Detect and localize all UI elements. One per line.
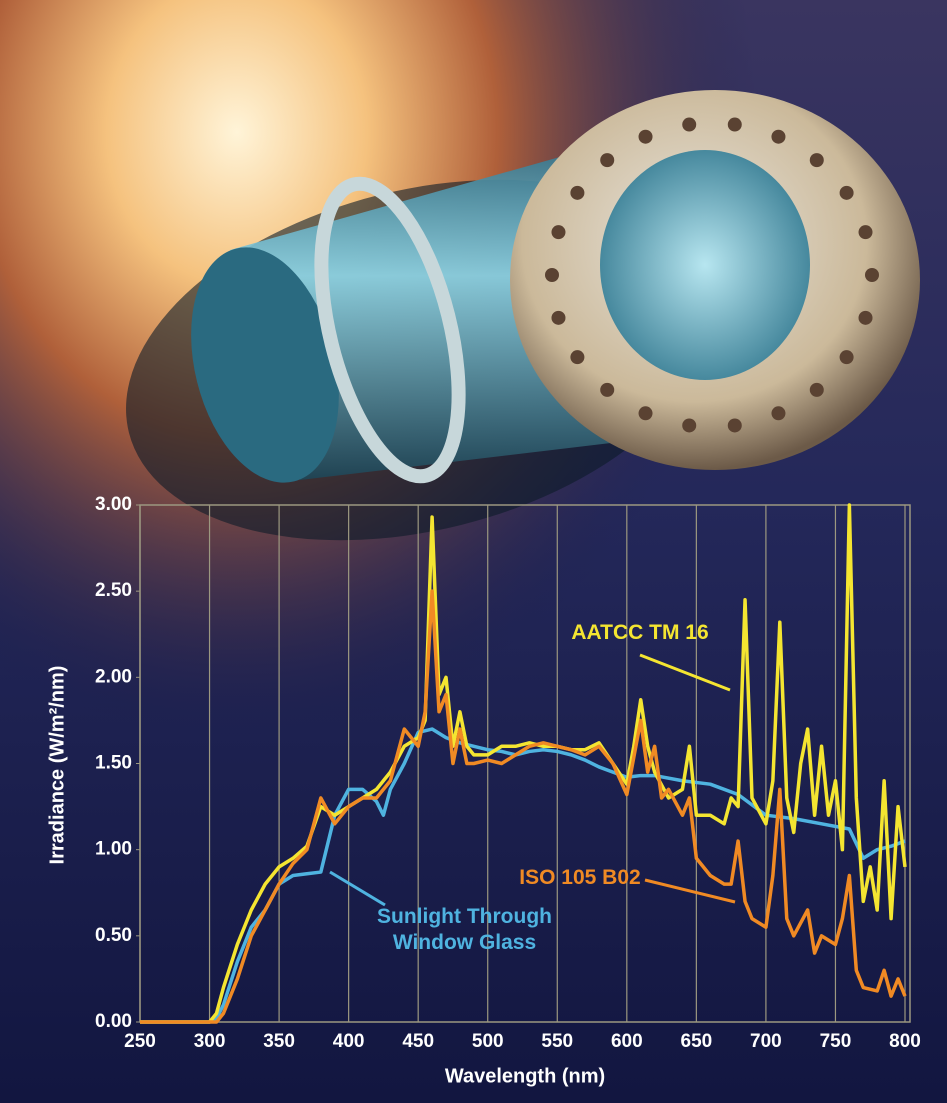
x-tick-label: 250	[124, 1031, 156, 1052]
lamp-hole	[771, 129, 786, 144]
x-tick-label: 750	[820, 1031, 852, 1052]
series-label-box: Sunlight Through Window Glass	[377, 905, 552, 955]
series-label: Sunlight Through Window Glass	[377, 905, 552, 955]
leader-line	[639, 653, 731, 692]
series-label: ISO 105 B02	[519, 866, 641, 889]
y-tick-label: 1.50	[95, 753, 132, 774]
x-tick-label: 350	[263, 1031, 295, 1052]
y-tick-label: 0.50	[95, 925, 132, 946]
lamp-hole	[638, 129, 653, 144]
x-tick-label: 500	[472, 1031, 504, 1052]
lamp-hole	[809, 382, 824, 397]
lamp-hole	[865, 268, 879, 282]
series-label: AATCC TM 16	[571, 621, 709, 644]
lamp-hole	[682, 418, 697, 433]
lamp-hole	[727, 117, 742, 132]
leader-line	[644, 878, 736, 904]
lines	[140, 503, 907, 1024]
lamp-hole	[551, 310, 566, 325]
lamp-hole	[839, 350, 854, 365]
leader-line	[329, 870, 386, 907]
x-tick-label: 800	[889, 1031, 921, 1052]
y-tick-label: 0.00	[95, 1011, 132, 1032]
lamp-hole	[638, 406, 653, 421]
lamp-hole	[570, 185, 585, 200]
x-tick-label: 600	[611, 1031, 643, 1052]
lamp-hole	[600, 153, 615, 168]
grid	[136, 504, 906, 1023]
lamp-hole	[858, 310, 873, 325]
lamp-hole	[570, 350, 585, 365]
lamp-hole	[551, 225, 566, 240]
lamp-hole	[771, 406, 786, 421]
series-line	[140, 727, 906, 1024]
y-tick-label: 2.50	[95, 580, 132, 601]
x-tick-label: 700	[750, 1031, 782, 1052]
lamp-hole	[858, 225, 873, 240]
lamp-hole	[809, 153, 824, 168]
series-label-box: AATCC TM 16	[571, 621, 709, 644]
series-line	[140, 589, 907, 1024]
y-tick-label: 2.00	[95, 666, 132, 687]
x-tick-label: 650	[681, 1031, 713, 1052]
lamp-hole	[682, 117, 697, 132]
lamp-hole	[727, 418, 742, 433]
lamp-hole	[545, 268, 559, 282]
lamp-photo	[126, 90, 920, 541]
y-tick-label: 3.00	[95, 494, 132, 515]
lamp-holes	[545, 117, 879, 433]
x-axis-label: Wavelength (nm)	[445, 1065, 605, 1087]
y-axis-label: Irradiance (W/m²/nm)	[46, 666, 68, 865]
lamp-hole	[600, 382, 615, 397]
y-tick-label: 1.00	[95, 839, 132, 860]
x-tick-label: 300	[194, 1031, 226, 1052]
x-tick-label: 450	[402, 1031, 434, 1052]
x-tick-label: 400	[333, 1031, 365, 1052]
lamp-hole	[839, 185, 854, 200]
series-label-box: ISO 105 B02	[519, 866, 641, 889]
x-tick-label: 550	[541, 1031, 573, 1052]
